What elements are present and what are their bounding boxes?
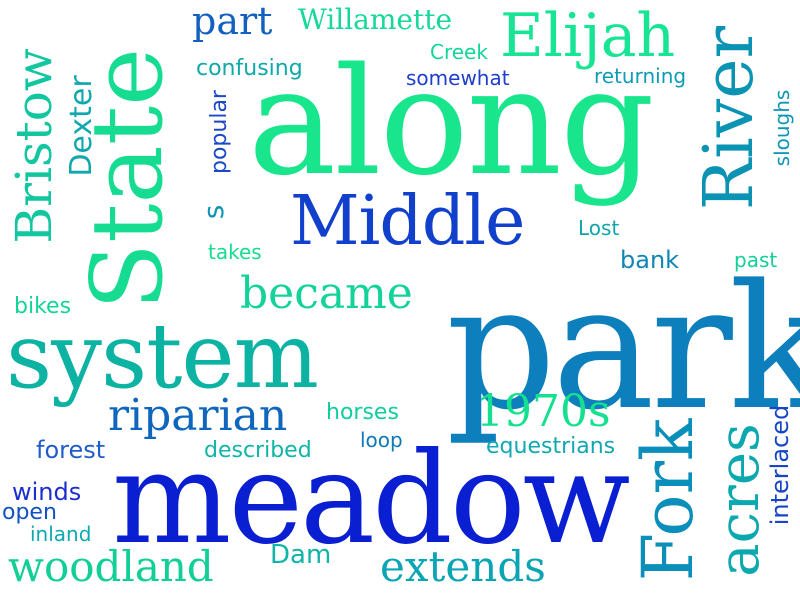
word-open: open (2, 500, 57, 525)
word-bank: bank (620, 246, 680, 274)
word-acres: acres (707, 423, 772, 577)
word-riparian: riparian (108, 390, 288, 441)
word-described: described (204, 438, 312, 463)
word-sloughs: sloughs (770, 89, 794, 167)
word-fork: Fork (627, 418, 709, 582)
word-extends: extends (380, 542, 546, 591)
word-part: part (192, 0, 273, 43)
word-bristow: Bristow (5, 48, 63, 244)
word-takes: takes (208, 240, 262, 264)
word-dexter: Dexter (64, 75, 99, 177)
word-lost: Lost (578, 216, 620, 240)
word-elijah: Elijah (500, 1, 676, 71)
word-bikes: bikes (14, 294, 72, 319)
word-s: s (197, 204, 230, 220)
word-somewhat: somewhat (406, 66, 510, 90)
word-system: system (6, 304, 319, 409)
word-creek: Creek (430, 40, 488, 64)
word-horses: horses (326, 400, 399, 425)
word-willamette: Willamette (298, 3, 453, 36)
word-returning: returning (594, 64, 687, 88)
word-middle: Middle (290, 182, 525, 261)
word-past: past (734, 248, 778, 272)
word-confusing: confusing (196, 56, 303, 81)
word-river: River (690, 25, 769, 211)
word-meadow: meadow (112, 425, 631, 572)
word-equestrians: equestrians (486, 434, 616, 459)
word-popular: popular (207, 90, 232, 174)
word-became: became (240, 268, 413, 319)
word-winds: winds (12, 478, 82, 506)
word-woodland: woodland (8, 542, 214, 591)
word-interlaced: interlaced (766, 404, 794, 526)
word-forest: forest (36, 436, 106, 464)
word-1970s: 1970s (476, 386, 611, 437)
word-park: park (446, 247, 800, 448)
word-along: along (248, 36, 655, 208)
word-inland: inland (30, 522, 92, 546)
word-dam: Dam (270, 540, 332, 570)
word-loop: loop (360, 428, 403, 452)
